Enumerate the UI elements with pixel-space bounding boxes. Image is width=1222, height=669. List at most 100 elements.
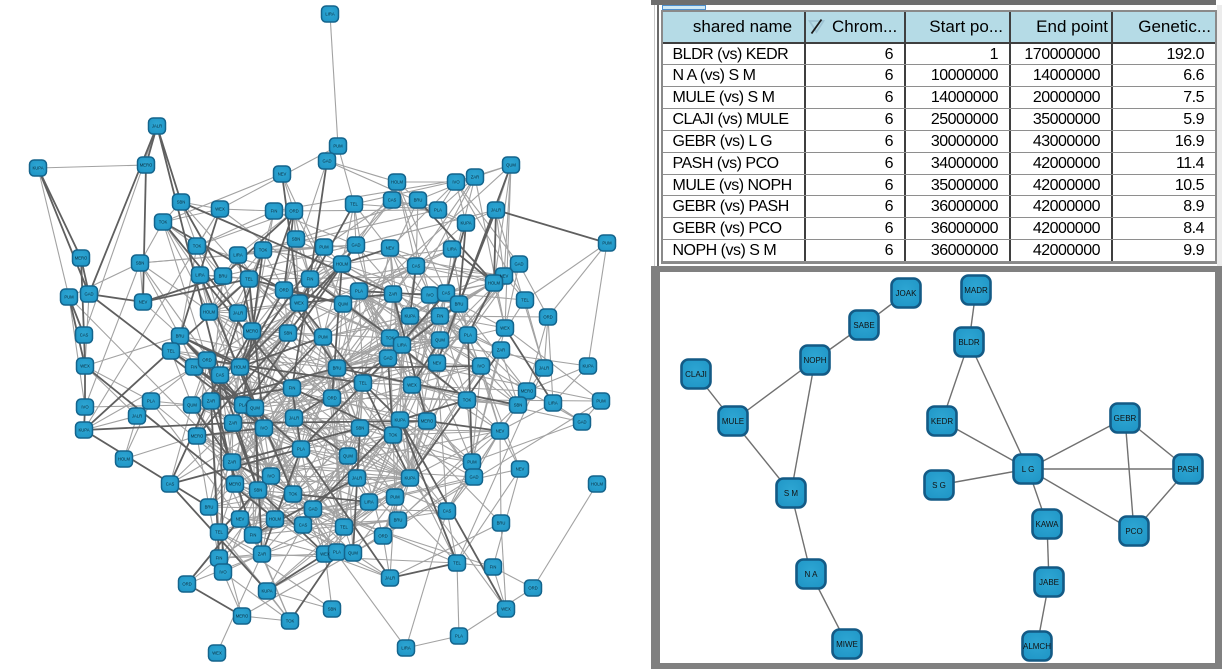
svg-text:WEX: WEX [500,326,510,331]
svg-text:FIN: FIN [307,277,314,282]
svg-text:HOLM: HOLM [118,457,131,462]
svg-text:PCO: PCO [1125,527,1142,536]
svg-text:MERO: MERO [191,434,204,439]
svg-text:PUM: PUM [64,295,74,300]
svg-text:PUM: PUM [596,399,606,404]
svg-text:ORD: ORD [279,288,288,293]
svg-text:JALR: JALR [491,208,501,213]
svg-text:KUPA: KUPA [460,221,471,226]
svg-text:BRU: BRU [205,505,214,510]
svg-text:HOLM: HOLM [234,365,247,370]
svg-text:NEV: NEV [516,467,525,472]
svg-text:QUM: QUM [506,163,516,168]
svg-text:PUM: PUM [318,335,328,340]
svg-text:CAS: CAS [442,291,451,296]
svg-text:JALR: JALR [539,366,549,371]
svg-text:ORD: ORD [378,534,387,539]
svg-text:GAD: GAD [514,262,523,267]
svg-text:PUM: PUM [333,144,343,149]
svg-text:BRU: BRU [414,198,423,203]
svg-text:IVO: IVO [452,180,460,185]
svg-text:FIN: FIN [490,565,497,570]
svg-text:HOLM: HOLM [203,310,216,315]
svg-text:SBN: SBN [328,607,337,612]
svg-text:MERO: MERO [521,389,534,394]
svg-text:NEV: NEV [433,361,442,366]
svg-text:WEX: WEX [320,552,330,557]
svg-text:TEL: TEL [350,202,358,207]
svg-text:L G: L G [1022,465,1035,474]
svg-text:SBN: SBN [292,237,301,242]
svg-text:IVO: IVO [477,364,485,369]
svg-text:TOK: TOK [159,220,168,225]
svg-text:WEX: WEX [212,651,222,656]
svg-text:NEV: NEV [386,246,395,251]
svg-text:KEDR: KEDR [931,417,953,426]
svg-text:NEV: NEV [278,172,287,177]
svg-text:QUM: QUM [435,338,445,343]
svg-text:FIN: FIN [191,365,198,370]
svg-text:GAD: GAD [308,507,317,512]
svg-text:GAD: GAD [383,356,392,361]
svg-text:CAS: CAS [412,264,421,269]
svg-text:BLDR: BLDR [958,338,980,347]
svg-text:FIN: FIN [271,209,278,214]
svg-text:GAD: GAD [84,292,93,297]
svg-text:WEX: WEX [294,301,304,306]
svg-text:KAWA: KAWA [1036,520,1060,529]
svg-text:PLA: PLA [464,333,472,338]
svg-text:MERO: MERO [75,256,88,261]
svg-text:BRU: BRU [497,521,506,526]
svg-text:CLAJI: CLAJI [685,370,707,379]
svg-text:GAD: GAD [322,159,331,164]
svg-text:LIRA: LIRA [195,273,205,278]
svg-text:LIRA: LIRA [325,12,335,17]
svg-text:PLA: PLA [434,208,442,213]
svg-text:ZAR: ZAR [229,421,237,426]
svg-text:KUPA: KUPA [404,314,415,319]
svg-text:TOK: TOK [389,433,398,438]
svg-text:LIRA: LIRA [447,247,457,252]
svg-text:WEX: WEX [501,607,511,612]
svg-text:JALR: JALR [233,311,243,316]
svg-text:CAS: CAS [388,198,397,203]
svg-text:ZAR: ZAR [389,292,397,297]
svg-text:ZAR: ZAR [471,175,479,180]
svg-text:N A: N A [805,570,819,579]
svg-text:PLA: PLA [297,447,305,452]
svg-text:TEL: TEL [453,561,461,566]
svg-text:JALR: JALR [152,124,162,129]
svg-text:ORD: ORD [289,209,298,214]
svg-text:FIN: FIN [216,556,223,561]
svg-text:ALMCH: ALMCH [1023,642,1051,651]
svg-text:SBN: SBN [136,261,145,266]
svg-text:TEL: TEL [359,381,367,386]
svg-text:QUM: QUM [187,403,197,408]
svg-text:GAD: GAD [351,243,360,248]
svg-text:GEBR: GEBR [1114,414,1137,423]
svg-text:NEV: NEV [139,300,148,305]
svg-text:TOK: TOK [286,619,295,624]
svg-text:GAD: GAD [469,475,478,480]
svg-text:FIN: FIN [437,314,444,319]
svg-text:SBN: SBN [514,403,523,408]
svg-text:LIRA: LIRA [401,646,411,651]
svg-text:PUM: PUM [602,241,612,246]
svg-text:LIRA: LIRA [364,500,374,505]
svg-text:MIWE: MIWE [836,640,858,649]
svg-text:BRU: BRU [176,334,185,339]
svg-text:KUPA: KUPA [404,476,415,481]
svg-text:CAS: CAS [216,373,225,378]
svg-text:IVO: IVO [267,474,275,479]
svg-text:JALR: JALR [289,416,299,421]
svg-text:CAS: CAS [299,523,308,528]
svg-text:TEL: TEL [215,530,223,535]
svg-text:IVO: IVO [81,405,89,410]
svg-text:WEX: WEX [407,383,417,388]
svg-text:TEL: TEL [167,349,175,354]
svg-text:FIN: FIN [289,386,296,391]
svg-text:TEL: TEL [521,298,529,303]
svg-text:PLA: PLA [355,289,363,294]
svg-text:LIRA: LIRA [548,401,558,406]
svg-text:CAS: CAS [80,333,89,338]
